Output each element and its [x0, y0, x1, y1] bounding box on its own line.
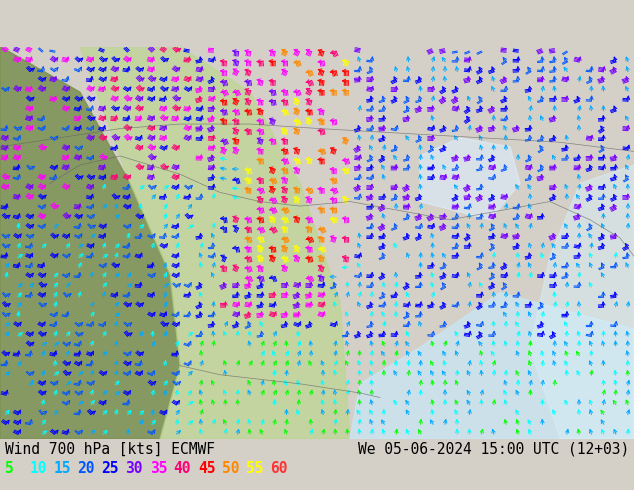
- Text: 30: 30: [126, 461, 143, 476]
- Text: 55: 55: [246, 461, 264, 476]
- Text: 35: 35: [150, 461, 167, 476]
- Text: Wind 700 hPa [kts] ECMWF: Wind 700 hPa [kts] ECMWF: [5, 441, 215, 457]
- Text: 10: 10: [29, 461, 47, 476]
- Text: 25: 25: [101, 461, 119, 476]
- Text: We 05-06-2024 15:00 UTC (12+03): We 05-06-2024 15:00 UTC (12+03): [358, 441, 629, 457]
- Text: 50: 50: [222, 461, 240, 476]
- Polygon shape: [530, 165, 634, 439]
- Polygon shape: [80, 47, 350, 439]
- Polygon shape: [420, 138, 520, 220]
- Text: 15: 15: [53, 461, 71, 476]
- Text: 60: 60: [270, 461, 288, 476]
- Polygon shape: [0, 47, 180, 439]
- Text: 45: 45: [198, 461, 216, 476]
- Text: 20: 20: [77, 461, 95, 476]
- Text: 40: 40: [174, 461, 191, 476]
- Polygon shape: [350, 293, 634, 439]
- Text: 5: 5: [5, 461, 14, 476]
